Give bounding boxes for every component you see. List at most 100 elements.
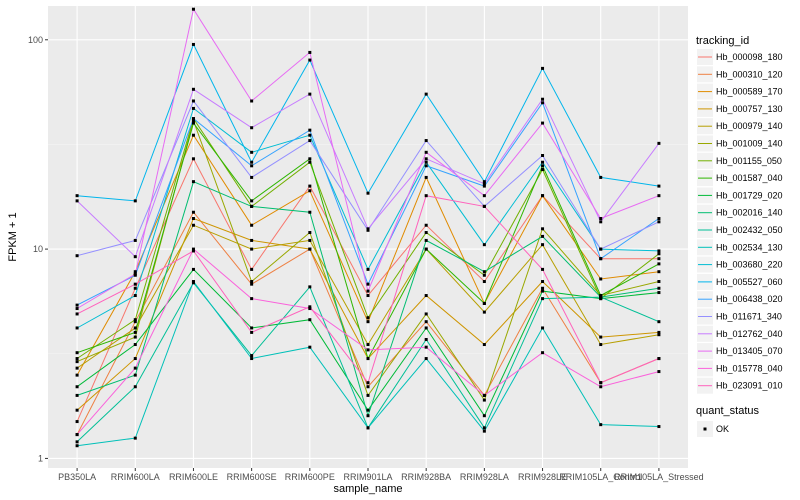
data-point — [250, 199, 254, 203]
data-point — [657, 141, 661, 145]
x-tick-label: RRIM928LE — [518, 472, 567, 482]
data-point — [250, 175, 254, 179]
data-point — [366, 357, 370, 361]
data-point — [308, 231, 312, 235]
data-point — [133, 357, 137, 361]
data-point — [657, 330, 661, 334]
data-point — [308, 305, 312, 309]
data-point — [191, 99, 195, 103]
data-point — [482, 429, 486, 433]
data-point — [250, 204, 254, 208]
legend-label: Hb_013405_070 — [716, 346, 783, 356]
data-point — [657, 333, 661, 337]
data-point — [133, 436, 137, 440]
data-point — [308, 210, 312, 214]
data-point — [541, 194, 545, 198]
y-tick-label: 1 — [38, 453, 43, 463]
data-point — [250, 223, 254, 227]
legend-label: Hb_002432_050 — [716, 225, 783, 235]
data-point — [424, 294, 428, 298]
data-point — [657, 220, 661, 224]
data-point — [657, 286, 661, 290]
data-point — [191, 217, 195, 221]
data-point — [482, 310, 486, 314]
data-point — [424, 231, 428, 235]
data-point — [191, 121, 195, 125]
data-point — [250, 164, 254, 168]
data-point — [308, 318, 312, 322]
data-point — [191, 119, 195, 123]
data-point — [191, 247, 195, 251]
x-tick-label: RRIM928LA — [460, 472, 509, 482]
data-point — [366, 414, 370, 418]
data-point — [541, 243, 545, 247]
data-point — [599, 175, 603, 179]
data-point — [366, 426, 370, 430]
data-point — [657, 184, 661, 188]
x-tick-label: RRIM105LA_Control — [559, 472, 642, 482]
data-point — [308, 307, 312, 311]
data-point — [308, 247, 312, 251]
x-tick-label: RRIM600SE — [227, 472, 277, 482]
x-axis-title: sample_name — [333, 483, 402, 495]
data-point — [599, 294, 603, 298]
legend-title: tracking_id — [696, 35, 749, 47]
data-point — [75, 312, 79, 316]
data-point — [250, 150, 254, 154]
data-point — [250, 99, 254, 103]
data-point — [366, 393, 370, 397]
data-point — [308, 128, 312, 132]
data-point — [308, 184, 312, 188]
data-point — [133, 255, 137, 259]
data-point — [424, 194, 428, 198]
data-point — [308, 133, 312, 137]
data-point — [250, 282, 254, 286]
legend-label: Hb_000098_180 — [716, 52, 783, 62]
data-point — [191, 249, 195, 253]
data-point — [366, 294, 370, 298]
legend-label: Hb_001729_020 — [716, 190, 783, 200]
data-point — [366, 343, 370, 347]
data-point — [250, 126, 254, 130]
data-point — [482, 273, 486, 277]
data-point — [424, 345, 428, 349]
data-point — [424, 160, 428, 164]
data-point — [482, 184, 486, 188]
data-point — [308, 92, 312, 96]
x-tick-label: RRIM600PE — [285, 472, 335, 482]
data-point — [541, 227, 545, 231]
data-point — [75, 357, 79, 361]
data-point — [541, 153, 545, 157]
data-point — [657, 357, 661, 361]
data-point — [133, 320, 137, 324]
data-point — [191, 117, 195, 121]
data-point — [482, 343, 486, 347]
data-point — [75, 351, 79, 355]
data-point — [482, 204, 486, 208]
data-point — [482, 301, 486, 305]
data-point — [482, 426, 486, 430]
data-point — [250, 160, 254, 164]
data-point — [133, 270, 137, 274]
data-point — [482, 280, 486, 284]
data-point — [308, 50, 312, 54]
data-point — [541, 326, 545, 330]
data-point — [657, 270, 661, 274]
legend-label: Hb_001587_040 — [716, 173, 783, 183]
data-point — [75, 408, 79, 412]
data-point — [599, 335, 603, 339]
data-point — [657, 291, 661, 295]
data-point — [657, 252, 661, 256]
data-point — [191, 87, 195, 91]
data-point — [599, 257, 603, 261]
data-point — [424, 357, 428, 361]
x-tick-label: RRIM901LA — [343, 472, 392, 482]
data-point — [75, 360, 79, 364]
data-point — [366, 385, 370, 389]
color-legend: tracking_id Hb_000098_180 Hb_000310_120 Hb… — [696, 35, 783, 394]
data-points — [75, 7, 661, 448]
data-point — [657, 425, 661, 429]
data-point — [366, 267, 370, 271]
data-point — [308, 160, 312, 164]
